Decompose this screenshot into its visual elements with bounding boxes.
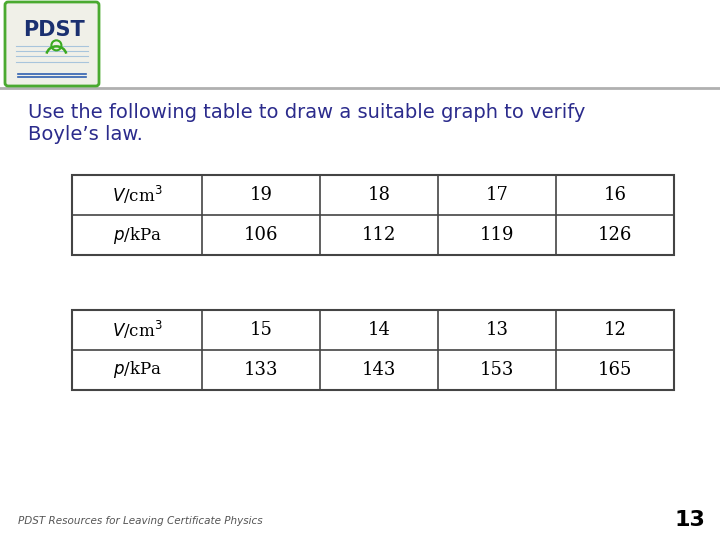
- Text: PDST Resources for Leaving Certificate Physics: PDST Resources for Leaving Certificate P…: [18, 516, 263, 526]
- Text: 17: 17: [485, 186, 508, 204]
- Text: $p$/kPa: $p$/kPa: [112, 225, 161, 246]
- Text: 133: 133: [244, 361, 278, 379]
- Text: 19: 19: [250, 186, 272, 204]
- Text: $V$/cm$^{3}$: $V$/cm$^{3}$: [112, 184, 162, 206]
- Text: $V$/cm$^{3}$: $V$/cm$^{3}$: [112, 319, 162, 341]
- Text: 119: 119: [480, 226, 514, 244]
- Text: 112: 112: [362, 226, 396, 244]
- Text: Use the following table to draw a suitable graph to verify: Use the following table to draw a suitab…: [28, 103, 585, 122]
- Text: 13: 13: [674, 510, 705, 530]
- Text: 143: 143: [362, 361, 396, 379]
- Bar: [72, 310, 674, 390]
- Text: 106: 106: [244, 226, 278, 244]
- Text: PDST: PDST: [23, 20, 85, 40]
- Text: 18: 18: [367, 186, 390, 204]
- Text: 12: 12: [603, 321, 626, 339]
- Text: $p$/kPa: $p$/kPa: [112, 360, 161, 381]
- Text: 165: 165: [598, 361, 632, 379]
- Text: 15: 15: [250, 321, 272, 339]
- Text: 14: 14: [368, 321, 390, 339]
- FancyBboxPatch shape: [5, 2, 99, 86]
- Text: 126: 126: [598, 226, 632, 244]
- Bar: [72, 175, 674, 255]
- Text: 13: 13: [485, 321, 508, 339]
- Text: Boyle’s law.: Boyle’s law.: [28, 125, 143, 144]
- Text: 153: 153: [480, 361, 514, 379]
- Text: 16: 16: [603, 186, 626, 204]
